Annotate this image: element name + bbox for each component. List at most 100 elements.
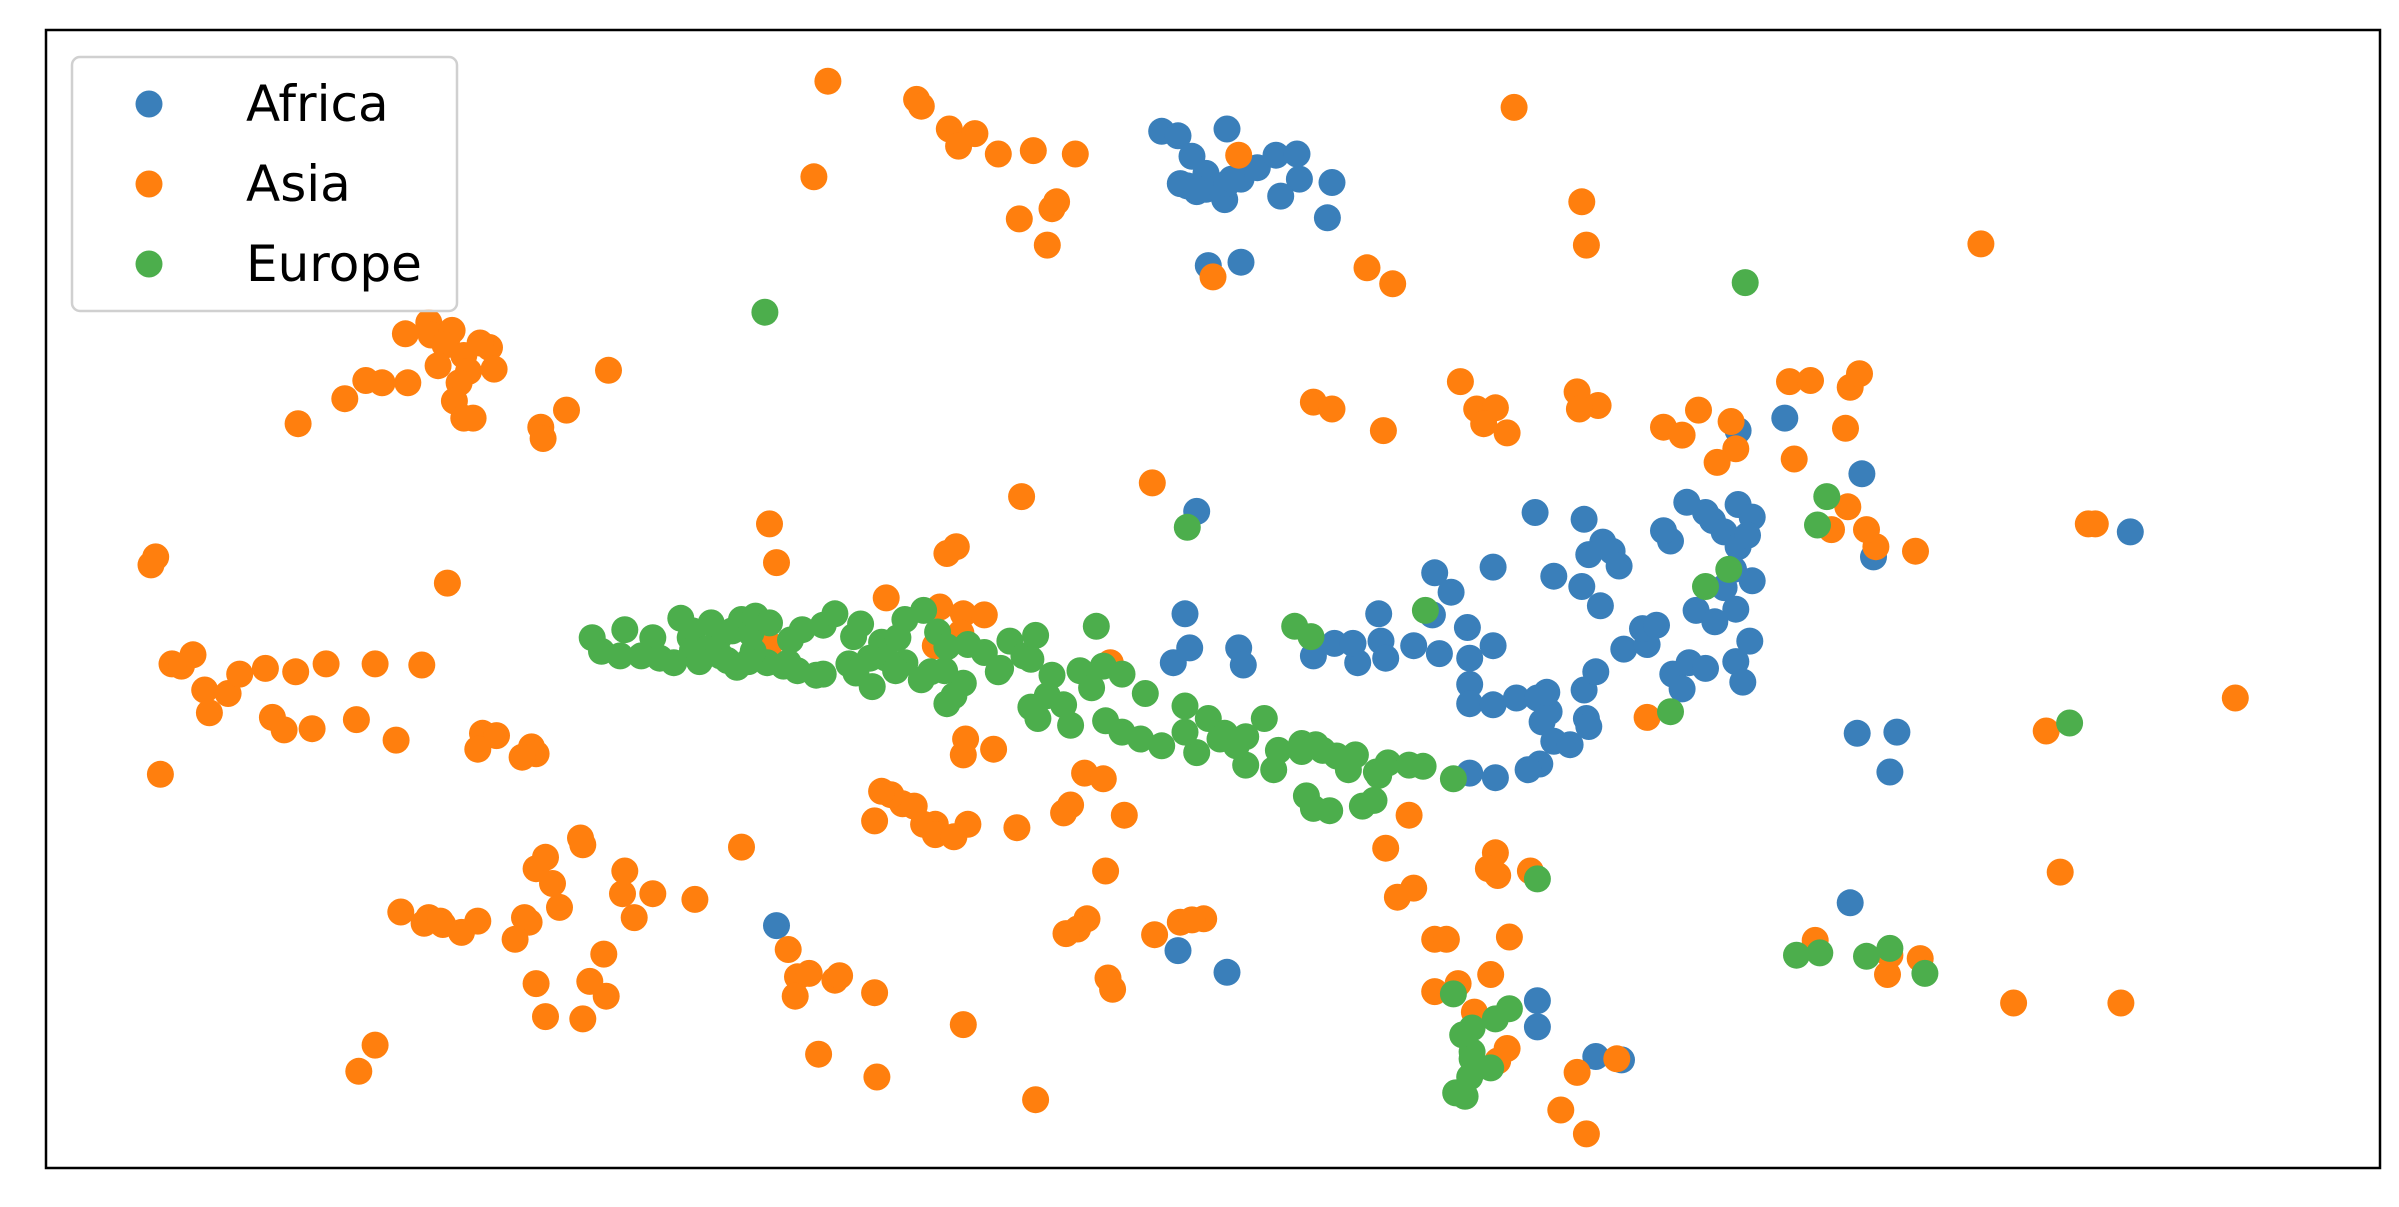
data-point-asia-79	[1853, 516, 1880, 544]
data-point-africa-76	[1668, 675, 1696, 703]
data-point-africa-11	[1262, 141, 1290, 169]
data-point-asia-97	[226, 660, 254, 688]
data-point-asia-45	[331, 385, 359, 413]
data-point-europe-26	[933, 633, 961, 661]
data-point-asia-44	[352, 367, 380, 394]
data-point-asia-141	[954, 810, 982, 838]
data-point-asia-64	[1832, 414, 1859, 442]
data-point-africa-34	[1365, 600, 1393, 628]
series-europe	[578, 269, 2084, 1110]
data-point-asia-21	[1967, 230, 1995, 258]
data-point-europe-56	[1360, 786, 1388, 814]
data-point-africa-17	[1227, 248, 1255, 276]
data-point-asia-187	[1372, 834, 1400, 862]
data-point-africa-104	[1876, 758, 1904, 786]
data-point-europe-118	[1657, 698, 1684, 726]
data-point-africa-93	[1736, 627, 1764, 655]
data-point-europe-18	[821, 600, 849, 628]
data-point-asia-54	[1565, 395, 1593, 423]
data-point-asia-170	[781, 982, 809, 1010]
data-point-europe-125	[1783, 941, 1810, 969]
data-point-asia-89	[970, 601, 998, 629]
data-point-africa-102	[1843, 719, 1871, 747]
data-point-asia-13	[800, 163, 828, 191]
data-point-europe-139	[1458, 1045, 1486, 1073]
data-point-europe-102	[774, 649, 802, 677]
data-point-asia-144	[861, 807, 889, 835]
data-point-europe-51	[1439, 765, 1467, 793]
data-point-asia-82	[2081, 510, 2109, 538]
data-point-africa-71	[1610, 635, 1638, 663]
data-point-asia-161	[949, 1011, 977, 1039]
data-point-asia-8	[1061, 140, 1089, 168]
data-point-asia-95	[191, 676, 219, 704]
data-point-africa-111	[1523, 1013, 1551, 1041]
data-point-asia-165	[826, 962, 854, 990]
data-point-asia-17	[1379, 270, 1407, 298]
data-point-europe-98	[660, 649, 688, 677]
data-point-europe-108	[940, 682, 968, 710]
data-point-africa-112	[1582, 1043, 1610, 1070]
data-point-asia-201	[1563, 1058, 1591, 1086]
data-point-asia-51	[1493, 419, 1521, 447]
data-point-africa-25	[1159, 649, 1187, 677]
series-asia	[137, 67, 2249, 1148]
data-point-asia-206	[1874, 961, 1901, 988]
data-point-asia-180	[345, 1057, 373, 1085]
data-point-asia-111	[382, 726, 410, 754]
data-point-asia-31	[394, 369, 422, 397]
data-point-africa-65	[1605, 552, 1633, 580]
data-point-asia-191	[1432, 925, 1460, 953]
legend-label-asia: Asia	[246, 155, 351, 213]
data-point-europe-138	[1442, 1079, 1470, 1107]
data-point-asia-145	[1003, 814, 1031, 842]
data-point-europe-121	[1804, 511, 1831, 539]
data-point-asia-120	[639, 880, 667, 908]
data-point-asia-47	[1446, 368, 1474, 396]
data-point-africa-106	[2116, 518, 2144, 546]
data-point-europe-137	[1495, 995, 1523, 1023]
data-point-asia-185	[590, 940, 618, 968]
data-point-asia-76	[1834, 493, 1862, 521]
data-point-europe-14	[756, 609, 783, 637]
data-point-asia-72	[756, 510, 783, 538]
data-point-africa-67	[1540, 562, 1568, 590]
data-point-asia-194	[1477, 961, 1505, 988]
data-point-africa-81	[1650, 517, 1677, 545]
data-point-asia-134	[728, 833, 755, 861]
data-point-africa-13	[1285, 165, 1313, 193]
data-point-asia-75	[933, 540, 961, 567]
data-point-europe-117	[1523, 865, 1551, 893]
data-point-asia-61	[1797, 367, 1824, 394]
data-point-europe-100	[714, 647, 741, 674]
legend-marker-asia	[135, 170, 163, 198]
data-point-africa-97	[1738, 567, 1766, 595]
data-point-africa-59	[1514, 756, 1542, 784]
data-point-africa-69	[1570, 505, 1598, 533]
data-point-asia-182	[569, 1005, 597, 1033]
plot-frame	[44, 28, 2382, 1170]
data-point-asia-14	[1225, 141, 1253, 169]
data-point-africa-50	[1533, 678, 1561, 706]
data-point-europe-122	[1813, 483, 1841, 511]
data-point-africa-66	[1575, 541, 1603, 569]
data-point-europe-124	[1853, 942, 1880, 970]
data-point-europe-20	[847, 610, 875, 638]
data-point-asia-209	[2046, 858, 2074, 886]
data-point-europe-70	[1092, 707, 1120, 735]
data-point-asia-66	[1703, 448, 1731, 476]
data-point-africa-105	[1836, 889, 1864, 917]
data-point-asia-171	[387, 898, 415, 926]
data-point-europe-50	[1409, 752, 1437, 780]
data-point-asia-117	[464, 735, 492, 763]
data-point-africa-33	[1372, 644, 1400, 672]
data-point-europe-35	[1108, 660, 1136, 688]
data-point-asia-118	[146, 760, 174, 788]
data-point-africa-37	[1437, 578, 1465, 606]
data-point-africa-42	[1456, 670, 1484, 698]
data-point-europe-16	[788, 616, 816, 644]
data-point-africa-108	[1164, 937, 1192, 965]
data-point-africa-55	[1582, 658, 1610, 686]
data-point-europe-71	[1057, 711, 1085, 739]
data-point-asia-183	[592, 982, 620, 1010]
